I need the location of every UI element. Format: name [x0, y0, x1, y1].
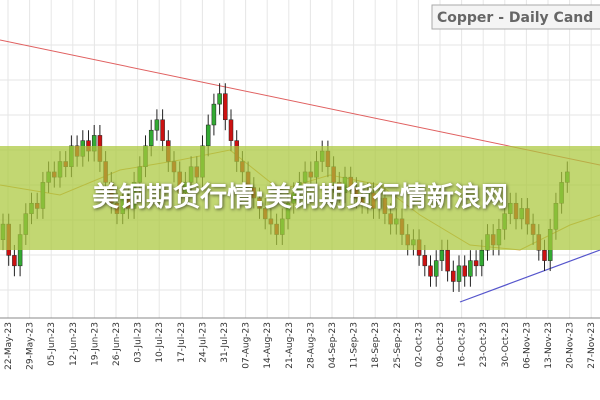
candle-body [154, 119, 160, 131]
candle-body [12, 255, 17, 267]
candle-body [445, 249, 450, 272]
x-tick-label: 31-Jul-23 [220, 322, 230, 363]
chart-title: Copper - Daily Cand [437, 10, 593, 26]
candle-body [205, 124, 211, 147]
x-tick-label: 20-Nov-23 [566, 322, 576, 369]
x-tick-label: 11-Sep-23 [350, 322, 360, 368]
candle-body [451, 270, 456, 282]
x-tick-label: 02-Oct-23 [414, 322, 424, 367]
candle-body [542, 249, 547, 261]
x-tick-label: 22-May-23 [4, 322, 14, 370]
x-tick-label: 26-Jun-23 [112, 322, 122, 366]
trend-line [459, 249, 600, 303]
x-tick-label: 03-Jul-23 [134, 322, 144, 363]
candle-body [217, 93, 222, 105]
x-tick-label: 29-May-23 [26, 322, 36, 370]
x-tick-label: 27-Nov-23 [587, 322, 597, 369]
x-tick-label: 21-Aug-23 [285, 322, 295, 369]
candle-body [228, 119, 234, 141]
x-tick-label: 19-Jun-23 [90, 322, 100, 366]
x-tick-label: 24-Jul-23 [198, 322, 208, 363]
x-tick-label: 18-Sep-23 [371, 322, 381, 368]
trend-line [0, 39, 600, 166]
candle-body [473, 260, 479, 267]
candle-body [148, 129, 154, 147]
title-box [431, 4, 600, 30]
x-tick-label: 06-Nov-23 [522, 322, 532, 369]
x-tick-label: 09-Oct-23 [436, 322, 446, 367]
x-tick-label: 23-Oct-23 [479, 322, 489, 367]
x-tick-label: 12-Jun-23 [69, 322, 79, 366]
candle-body [422, 255, 428, 267]
x-tick-label: 10-Jul-23 [155, 322, 165, 363]
candle-body [160, 119, 165, 141]
candle-body [428, 265, 433, 277]
candle-body [456, 265, 462, 282]
x-tick-label: 05-Jun-23 [47, 322, 57, 366]
x-tick-label: 25-Sep-23 [393, 322, 403, 368]
candle-body [439, 249, 445, 261]
candle-body [468, 260, 473, 277]
banner-text: 美铜期货行情:美铜期货行情新浪网 [92, 182, 508, 213]
candle-body [211, 103, 217, 126]
candle-body [479, 249, 485, 267]
candle-body [223, 93, 228, 121]
x-tick-label: 04-Sep-23 [328, 322, 338, 368]
candle-body [433, 260, 439, 277]
banner: 美铜期货行情:美铜期货行情新浪网 [0, 146, 600, 250]
x-tick-label: 30-Oct-23 [501, 322, 511, 367]
x-tick-label: 17-Jul-23 [177, 322, 187, 363]
x-tick-label: 07-Aug-23 [242, 322, 252, 369]
x-tick-label: 16-Oct-23 [458, 322, 468, 367]
x-tick-label: 13-Nov-23 [544, 322, 554, 369]
x-tick-label: 14-Aug-23 [263, 322, 273, 369]
x-tick-label: 28-Aug-23 [306, 322, 316, 369]
candle-body [462, 265, 467, 277]
